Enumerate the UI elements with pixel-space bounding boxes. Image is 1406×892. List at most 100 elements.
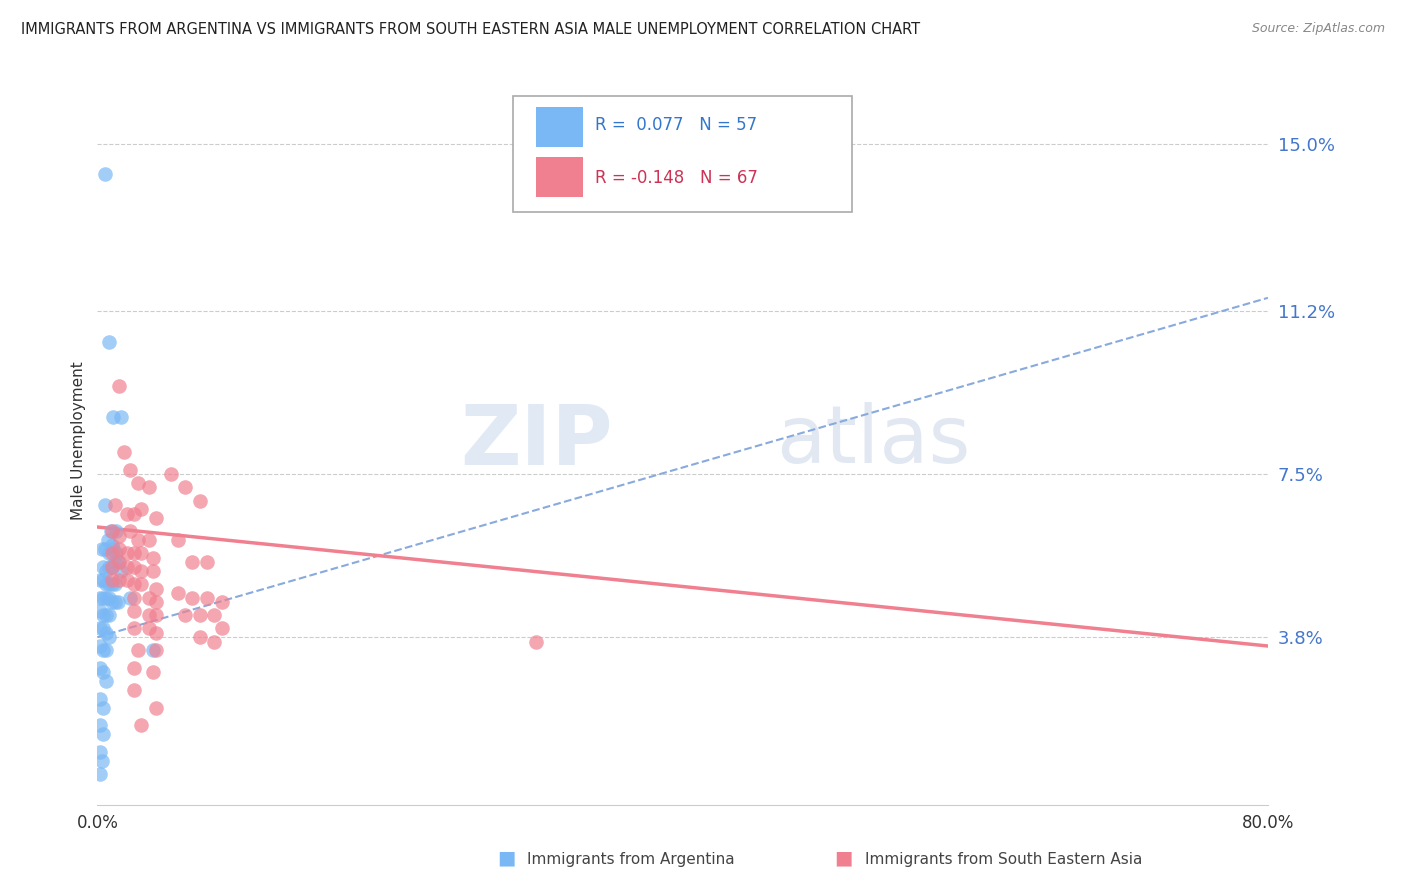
- Point: [91, 643, 114, 657]
- Point: [122, 604, 145, 618]
- Point: [115, 559, 138, 574]
- Point: [89, 621, 111, 635]
- Point: [94, 564, 117, 578]
- Point: [93, 498, 115, 512]
- Point: [101, 573, 124, 587]
- Point: [122, 577, 145, 591]
- Point: [98, 591, 121, 605]
- Point: [195, 555, 218, 569]
- Point: [129, 564, 152, 578]
- Point: [174, 480, 197, 494]
- Point: [211, 621, 233, 635]
- Point: [166, 586, 188, 600]
- Point: [110, 564, 132, 578]
- Point: [93, 542, 115, 557]
- Point: [127, 533, 149, 548]
- Point: [138, 480, 160, 494]
- Text: R =  0.077   N = 57: R = 0.077 N = 57: [595, 116, 756, 134]
- Point: [101, 538, 124, 552]
- Point: [104, 577, 127, 591]
- Point: [142, 564, 165, 578]
- Point: [122, 661, 145, 675]
- Point: [138, 533, 160, 548]
- Point: [115, 573, 138, 587]
- Text: Source: ZipAtlas.com: Source: ZipAtlas.com: [1251, 22, 1385, 36]
- Text: ■: ■: [496, 848, 516, 867]
- Point: [118, 591, 141, 605]
- Point: [108, 529, 131, 543]
- FancyBboxPatch shape: [536, 157, 583, 197]
- Point: [195, 591, 218, 605]
- Point: [101, 546, 124, 560]
- Point: [100, 524, 122, 539]
- Point: [89, 591, 111, 605]
- Point: [98, 559, 121, 574]
- Point: [90, 542, 112, 557]
- Point: [127, 475, 149, 490]
- Point: [105, 524, 128, 539]
- Point: [91, 573, 114, 587]
- Point: [94, 608, 117, 623]
- Point: [166, 533, 188, 548]
- Point: [129, 502, 152, 516]
- Point: [202, 634, 225, 648]
- Point: [145, 643, 167, 657]
- Point: [94, 674, 117, 689]
- Point: [91, 621, 114, 635]
- Point: [138, 621, 160, 635]
- Point: [91, 665, 114, 680]
- FancyBboxPatch shape: [513, 95, 852, 212]
- Point: [104, 555, 127, 569]
- Point: [89, 745, 111, 759]
- Point: [101, 559, 124, 574]
- FancyBboxPatch shape: [536, 106, 583, 146]
- Point: [108, 555, 131, 569]
- Point: [101, 577, 124, 591]
- Point: [211, 595, 233, 609]
- Point: [145, 511, 167, 525]
- Point: [142, 550, 165, 565]
- Point: [98, 577, 121, 591]
- Point: [188, 493, 211, 508]
- Point: [94, 625, 117, 640]
- Text: R = -0.148   N = 67: R = -0.148 N = 67: [595, 169, 758, 186]
- Point: [129, 546, 152, 560]
- Point: [524, 634, 547, 648]
- Point: [94, 643, 117, 657]
- Point: [103, 542, 125, 557]
- Point: [101, 595, 124, 609]
- Point: [112, 445, 135, 459]
- Point: [89, 604, 111, 618]
- Point: [91, 608, 114, 623]
- Text: IMMIGRANTS FROM ARGENTINA VS IMMIGRANTS FROM SOUTH EASTERN ASIA MALE UNEMPLOYMEN: IMMIGRANTS FROM ARGENTINA VS IMMIGRANTS …: [21, 22, 920, 37]
- Point: [89, 661, 111, 675]
- Text: ZIP: ZIP: [460, 401, 613, 482]
- Point: [108, 542, 131, 557]
- Point: [122, 559, 145, 574]
- Point: [138, 591, 160, 605]
- Point: [122, 683, 145, 698]
- Point: [142, 643, 165, 657]
- Point: [115, 546, 138, 560]
- Point: [108, 573, 131, 587]
- Point: [138, 608, 160, 623]
- Point: [91, 727, 114, 741]
- Point: [145, 608, 167, 623]
- Point: [122, 546, 145, 560]
- Point: [110, 409, 132, 424]
- Point: [181, 591, 204, 605]
- Point: [89, 718, 111, 732]
- Point: [122, 591, 145, 605]
- Point: [101, 559, 124, 574]
- Point: [98, 546, 121, 560]
- Text: Immigrants from South Eastern Asia: Immigrants from South Eastern Asia: [865, 852, 1142, 867]
- Point: [91, 700, 114, 714]
- Point: [89, 767, 111, 781]
- Point: [104, 498, 127, 512]
- Point: [90, 754, 112, 768]
- Point: [145, 625, 167, 640]
- Point: [89, 639, 111, 653]
- Point: [93, 168, 115, 182]
- Point: [181, 555, 204, 569]
- Point: [188, 630, 211, 644]
